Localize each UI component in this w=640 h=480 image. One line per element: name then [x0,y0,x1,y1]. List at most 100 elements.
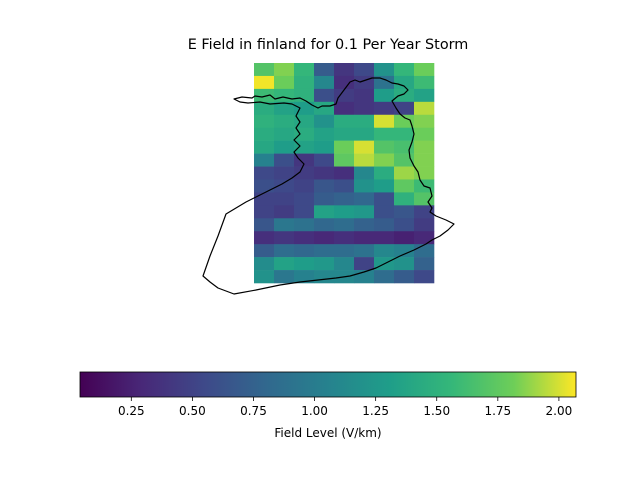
heatmap-cell [314,140,335,154]
heatmap-cell [394,231,415,245]
heatmap-cell [314,205,335,219]
colorbar-ticks: 0.25 0.50 0.75 1.00 1.25 1.50 1.75 2.00 [118,397,572,418]
heatmap-cell [334,179,355,193]
colorbar-tick-label: 0.50 [179,404,206,418]
heatmap-cell [354,166,375,180]
heatmap-cell [274,244,295,258]
heatmap-cell [414,244,435,258]
heatmap-cell [314,101,335,116]
heatmap-cell [334,75,355,90]
heatmap-cell [354,153,375,167]
heatmap [254,63,435,284]
colorbar-tick-label: 0.75 [240,404,267,418]
heatmap-cell [314,166,335,180]
heatmap-cell [374,63,395,77]
heatmap-cell [334,153,355,167]
heatmap-cell [314,179,335,193]
heatmap-cell [294,166,315,180]
heatmap-cell [254,75,275,90]
finland-outline [202,77,455,295]
heatmap-cell [414,140,435,154]
heatmap-cell [354,257,375,271]
heatmap-cell [294,192,315,206]
heatmap-cell [274,101,295,116]
heatmap-cell [274,63,295,77]
heatmap-cell [274,153,295,167]
heatmap-cell [294,179,315,193]
heatmap-cell [314,127,335,141]
heatmap-cell [254,88,275,103]
heatmap-cell [314,153,335,167]
heatmap-cell [354,244,375,258]
heatmap-cell [294,257,315,271]
heatmap-cell [274,75,295,90]
heatmap-cell [354,127,375,141]
heatmap-cell [414,231,435,245]
heatmap-cell [294,75,315,90]
colorbar-tick-label: 1.25 [362,404,389,418]
heatmap-cell [354,114,375,128]
heatmap-cell [274,231,295,245]
heatmap-cell [294,88,315,103]
heatmap-cell [314,257,335,271]
heatmap-cell [334,205,355,219]
heatmap-cell [354,63,375,77]
heatmap-cell [414,88,435,103]
heatmap-cell [374,179,395,193]
heatmap-cell [374,166,395,180]
heatmap-cell [274,192,295,206]
heatmap-cell [414,270,435,284]
colorbar-tick-label: 1.75 [484,404,511,418]
heatmap-cell [314,192,335,206]
heatmap-cell [374,153,395,167]
heatmap-cell [414,257,435,271]
heatmap-cell [354,88,375,103]
heatmap-cell [334,63,355,77]
heatmap-cell [374,101,395,116]
heatmap-cell [354,140,375,154]
heatmap-cell [354,218,375,232]
heatmap-cell [334,127,355,141]
heatmap-cell [394,270,415,284]
heatmap-cell [314,270,335,284]
heatmap-cell [394,114,415,128]
heatmap-cell [274,166,295,180]
heatmap-cell [274,218,295,232]
colorbar-tick-label: 2.00 [546,404,573,418]
heatmap-cell [394,153,415,167]
heatmap-cell [254,257,275,271]
colorbar-label: Field Level (V/km) [274,426,381,440]
heatmap-cell [374,270,395,284]
heatmap-cell [294,231,315,245]
heatmap-cell [294,140,315,154]
heatmap-cell [374,140,395,154]
heatmap-cell [374,114,395,128]
heatmap-cell [294,63,315,77]
heatmap-cell [414,101,435,116]
heatmap-cell [354,101,375,116]
heatmap-cell [254,244,275,258]
heatmap-cell [334,192,355,206]
chart-title: E Field in finland for 0.1 Per Year Stor… [188,37,469,53]
heatmap-cell [414,127,435,141]
heatmap-cell [394,63,415,77]
heatmap-cell [394,244,415,258]
heatmap-cell [354,179,375,193]
heatmap-cell [254,205,275,219]
heatmap-cell [334,114,355,128]
heatmap-cell [254,153,275,167]
heatmap-cell [314,231,335,245]
heatmap-cell [334,88,355,103]
heatmap-cell [254,218,275,232]
heatmap-cell [314,88,335,103]
heatmap-cell [274,257,295,271]
heatmap-cell [414,114,435,128]
heatmap-cell [394,101,415,116]
heatmap-cell [274,114,295,128]
heatmap-cell [334,244,355,258]
heatmap-cell [334,231,355,245]
heatmap-cell [314,218,335,232]
heatmap-cell [374,244,395,258]
heatmap-cell [314,244,335,258]
